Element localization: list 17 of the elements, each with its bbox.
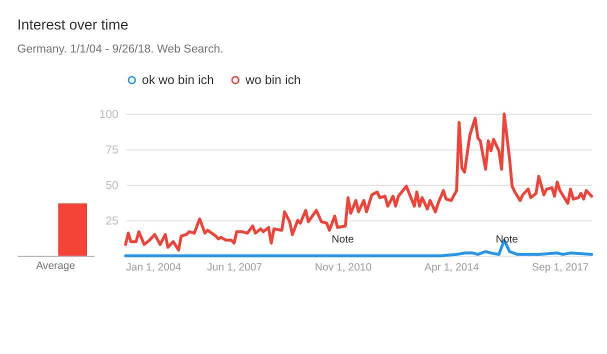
annotation: Note (496, 233, 518, 246)
legend-label: ok wo bin ich (142, 72, 214, 87)
y-tick-label: 25 (106, 216, 118, 228)
legend-label: wo bin ich (244, 72, 301, 87)
x-tick-label: Sep 1, 2017 (532, 262, 589, 274)
x-tick-label: Nov 1, 2010 (314, 262, 372, 274)
y-tick-label: 100 (99, 109, 118, 122)
x-tick-label: Average (36, 260, 76, 272)
text: Germany. 1/1/04 - 9/26/18. Web Search. (17, 44, 224, 56)
x-tick-label: Apr 1, 2014 (424, 262, 480, 274)
line-series (124, 112, 594, 252)
y-tick-label: 75 (106, 144, 118, 157)
chart-title: Interest over time (17, 18, 128, 34)
annotation: Note (332, 233, 354, 246)
x-tick-label: Jan 1, 2004 (126, 262, 182, 274)
x-tick-label: Jun 1, 2007 (207, 262, 262, 274)
y-tick-label: 50 (106, 180, 118, 192)
